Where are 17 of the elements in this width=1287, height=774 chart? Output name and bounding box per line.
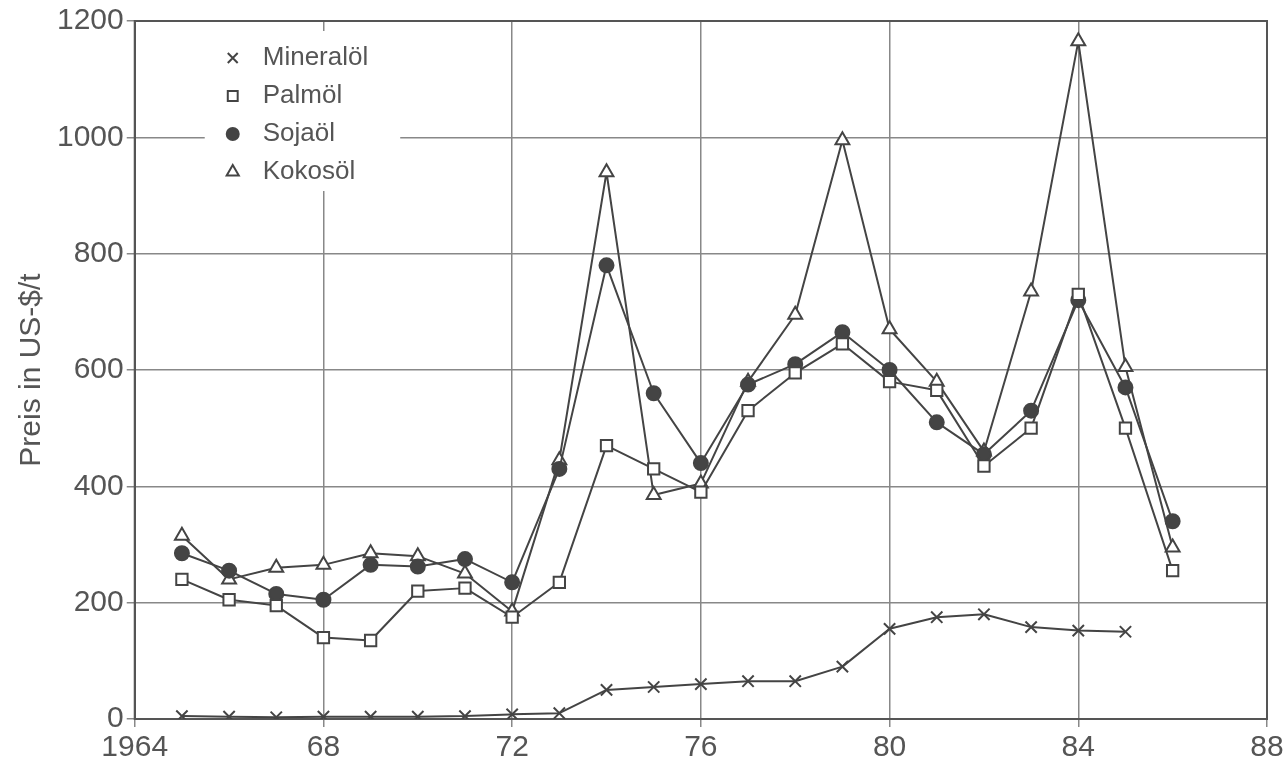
x-tick-label: 68 <box>306 729 341 763</box>
y-tick-label: 200 <box>73 583 124 617</box>
y-tick-label: 800 <box>73 234 124 268</box>
y-axis-title: Preis in US-$/t <box>13 272 47 467</box>
x-tick-label: 84 <box>1061 729 1095 763</box>
y-tick-label: 1000 <box>56 118 124 152</box>
x-tick-label: 80 <box>872 729 907 763</box>
y-tick-label: 600 <box>73 351 124 385</box>
y-tick-label: 1200 <box>56 2 124 36</box>
x-tick-label: 76 <box>684 729 718 763</box>
y-tick-label: 400 <box>73 467 124 501</box>
legend-label: Mineralöl <box>262 41 369 72</box>
x-tick-label: 72 <box>495 729 529 763</box>
legend-label: Kokosöl <box>262 155 356 186</box>
legend-label: Palmöl <box>262 79 343 110</box>
x-tick-label: 88 <box>1250 729 1284 763</box>
legend-label: Sojaöl <box>262 117 336 148</box>
